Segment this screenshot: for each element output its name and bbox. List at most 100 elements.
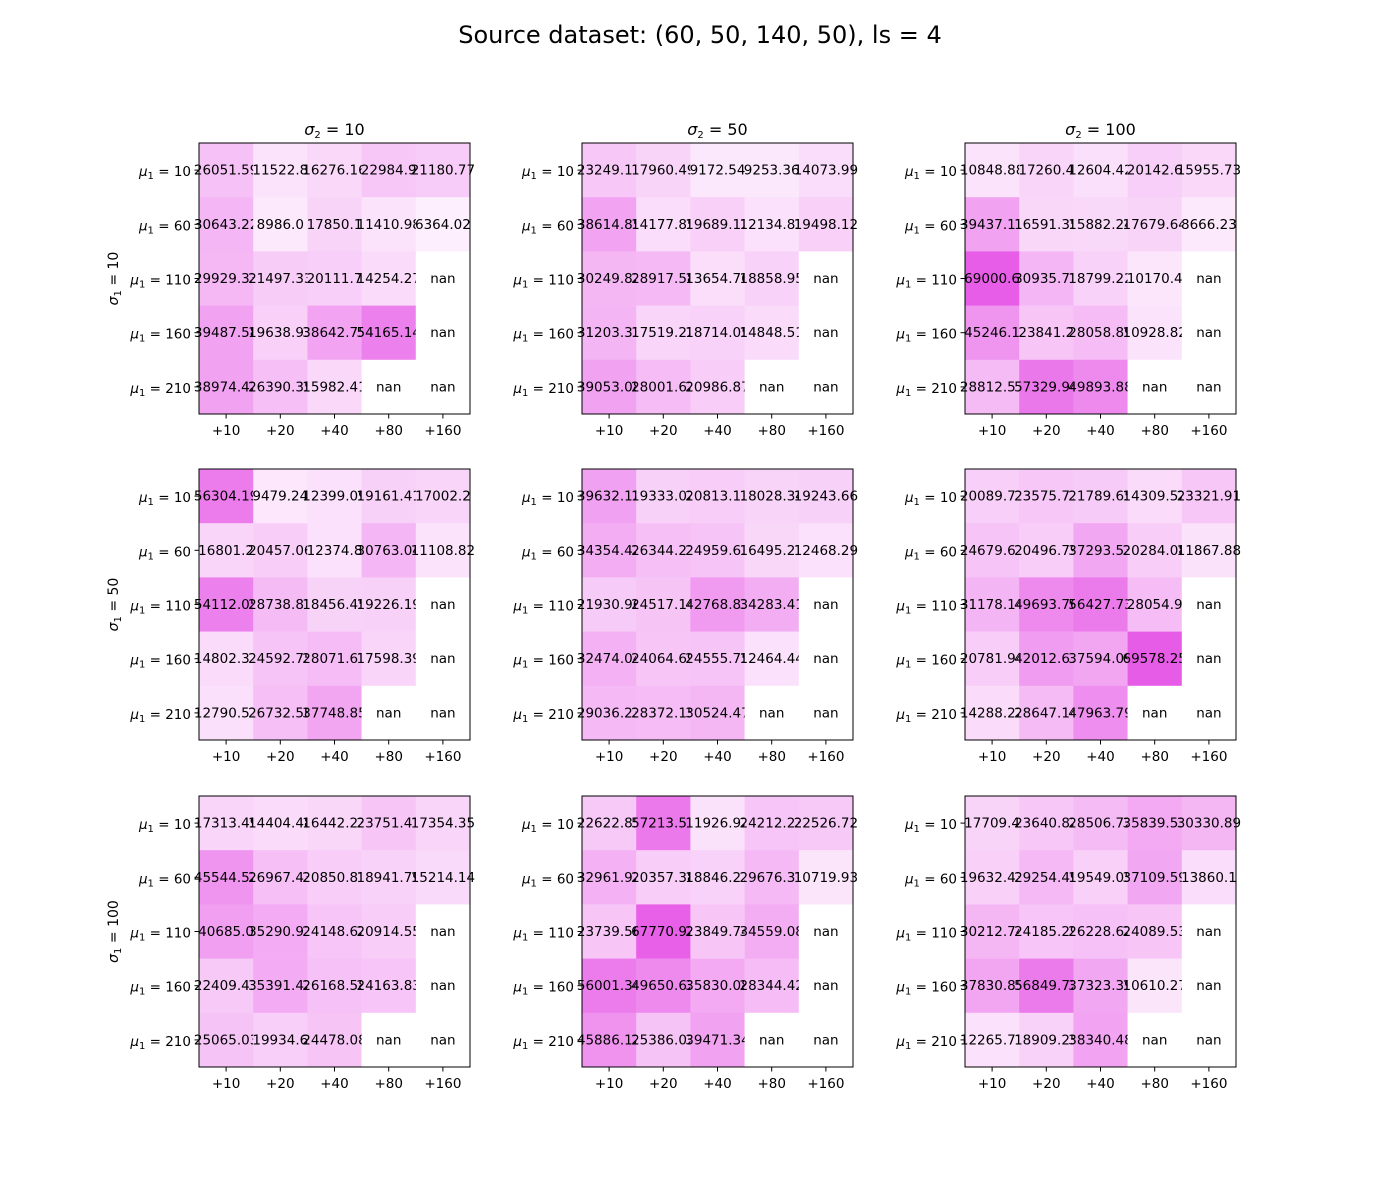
- heatmap-cell: [415, 251, 471, 306]
- x-tick-label: +10: [212, 749, 241, 765]
- cell-value-label: 67770.92: [631, 924, 695, 940]
- heatmap-cell: [253, 359, 308, 415]
- cell-value-label: nan: [1196, 1032, 1221, 1048]
- x-tick-label: +40: [320, 749, 349, 765]
- x-tick-label: +80: [1140, 423, 1169, 439]
- cell-value-label: 34283.41: [739, 597, 803, 613]
- cell-value-label: 47963.79: [1068, 705, 1132, 721]
- cell-value-label: 20357.38: [631, 870, 695, 886]
- cell-value-label: 18846.27: [685, 870, 749, 886]
- heatmap-cell: [1181, 197, 1237, 252]
- y-tick-label: μ1 = 10: [521, 490, 574, 508]
- cell-value-label: 28001.62: [631, 379, 695, 395]
- cell-value-label: 17850.1: [307, 217, 363, 233]
- y-tick-label: μ1 = 110: [129, 926, 191, 944]
- heatmap-cell: [1181, 796, 1237, 851]
- heatmap-cell: [636, 359, 691, 415]
- cell-value-label: 17354.35: [411, 816, 475, 832]
- heatmap-cell: [744, 796, 800, 851]
- cell-value-label: nan: [1196, 379, 1221, 395]
- cell-value-label: 18456.45: [302, 597, 366, 613]
- cell-value-label: 16276.16: [302, 163, 366, 179]
- heatmap-cell: [361, 850, 417, 905]
- heatmap-cell: [361, 904, 417, 959]
- heatmap-cell: [798, 631, 854, 687]
- heatmap-cell: [1127, 143, 1183, 198]
- cell-value-label: 45886.12: [577, 1032, 641, 1048]
- cell-value-label: 23640.82: [1014, 816, 1078, 832]
- heatmap-cell: [965, 523, 1020, 578]
- heatmap-cell: [253, 796, 308, 851]
- heatmap-cell: [690, 523, 745, 578]
- cell-value-label: 10170.4: [1127, 271, 1183, 287]
- heatmap-cell: [1073, 631, 1128, 687]
- heatmap-cell: [798, 305, 854, 361]
- cell-value-label: 30212.74: [960, 924, 1024, 940]
- heatmap-cell: [253, 685, 308, 741]
- x-tick-label: +80: [1140, 749, 1169, 765]
- heatmap-cell: [744, 523, 800, 578]
- heatmap-cell: [636, 631, 691, 687]
- heatmap-cell: [690, 1012, 745, 1068]
- cell-value-label: 11867.88: [1177, 543, 1241, 559]
- heatmap-cell: [636, 850, 691, 905]
- heatmap-cell: [1073, 796, 1128, 851]
- cell-value-label: 54165.14: [356, 325, 420, 341]
- cell-value-label: 56849.72: [1014, 978, 1078, 994]
- cell-value-label: 12604.42: [1068, 163, 1132, 179]
- x-tick-label: +10: [595, 749, 624, 765]
- heatmap-cell: [690, 577, 745, 632]
- cell-value-label: 49650.62: [631, 978, 695, 994]
- cell-value-label: 19638.93: [248, 325, 312, 341]
- heatmap-cell: [1019, 904, 1074, 959]
- heatmap-cell: [307, 143, 362, 198]
- heatmap-cell: [636, 577, 691, 632]
- cell-value-label: nan: [1196, 651, 1221, 667]
- cell-value-label: 24555.75: [685, 651, 749, 667]
- y-tick-label: μ1 = 110: [129, 273, 191, 291]
- cell-value-label: nan: [759, 705, 784, 721]
- y-tick-label: μ1 = 60: [521, 218, 574, 236]
- heatmap-cell: [307, 251, 362, 306]
- heatmap-cell: [798, 251, 854, 306]
- cell-value-label: 12374.8: [307, 543, 363, 559]
- heatmap-cell: [199, 685, 254, 741]
- cell-value-label: 35830.08: [685, 978, 749, 994]
- heatmap-cell: [415, 143, 471, 198]
- cell-value-label: 19161.41: [356, 489, 420, 505]
- heatmap-cell: [690, 469, 745, 524]
- heatmap-cell: [1073, 251, 1128, 306]
- cell-value-label: nan: [813, 978, 838, 994]
- cell-value-label: nan: [1196, 597, 1221, 613]
- cell-value-label: 14802.37: [194, 651, 258, 667]
- cell-value-label: 14177.85: [631, 217, 695, 233]
- y-tick-label: μ1 = 60: [138, 871, 191, 889]
- cell-value-label: 19632.43: [960, 870, 1024, 886]
- cell-value-label: 23841.2: [1018, 325, 1074, 341]
- heatmap-cell: [1127, 796, 1183, 851]
- heatmap-cell: [307, 197, 362, 252]
- heatmap-cell: [965, 251, 1020, 306]
- heatmap-cell: [798, 359, 854, 415]
- y-tick-label: μ1 = 60: [904, 544, 957, 562]
- cell-value-label: 15882.24: [1068, 217, 1132, 233]
- cell-value-label: 35290.91: [248, 924, 312, 940]
- cell-value-label: 38974.42: [194, 379, 258, 395]
- heatmap-cell: [582, 577, 637, 632]
- heatmap-cell: [636, 958, 691, 1014]
- cell-value-label: 11522.8: [252, 163, 308, 179]
- heatmap-cell: [1019, 685, 1074, 741]
- cell-value-label: 28812.57: [960, 379, 1024, 395]
- cell-value-label: 45544.52: [194, 870, 258, 886]
- y-tick-label: μ1 = 160: [129, 980, 191, 998]
- x-tick-label: +20: [649, 749, 678, 765]
- heatmap-cell: [253, 850, 308, 905]
- cell-value-label: 54112.05: [194, 597, 258, 613]
- cell-value-label: 22526.72: [794, 816, 858, 832]
- cell-value-label: 15982.41: [302, 379, 366, 395]
- cell-value-label: 25386.02: [631, 1032, 695, 1048]
- cell-value-label: nan: [376, 379, 401, 395]
- heatmap-cell: [1127, 631, 1183, 687]
